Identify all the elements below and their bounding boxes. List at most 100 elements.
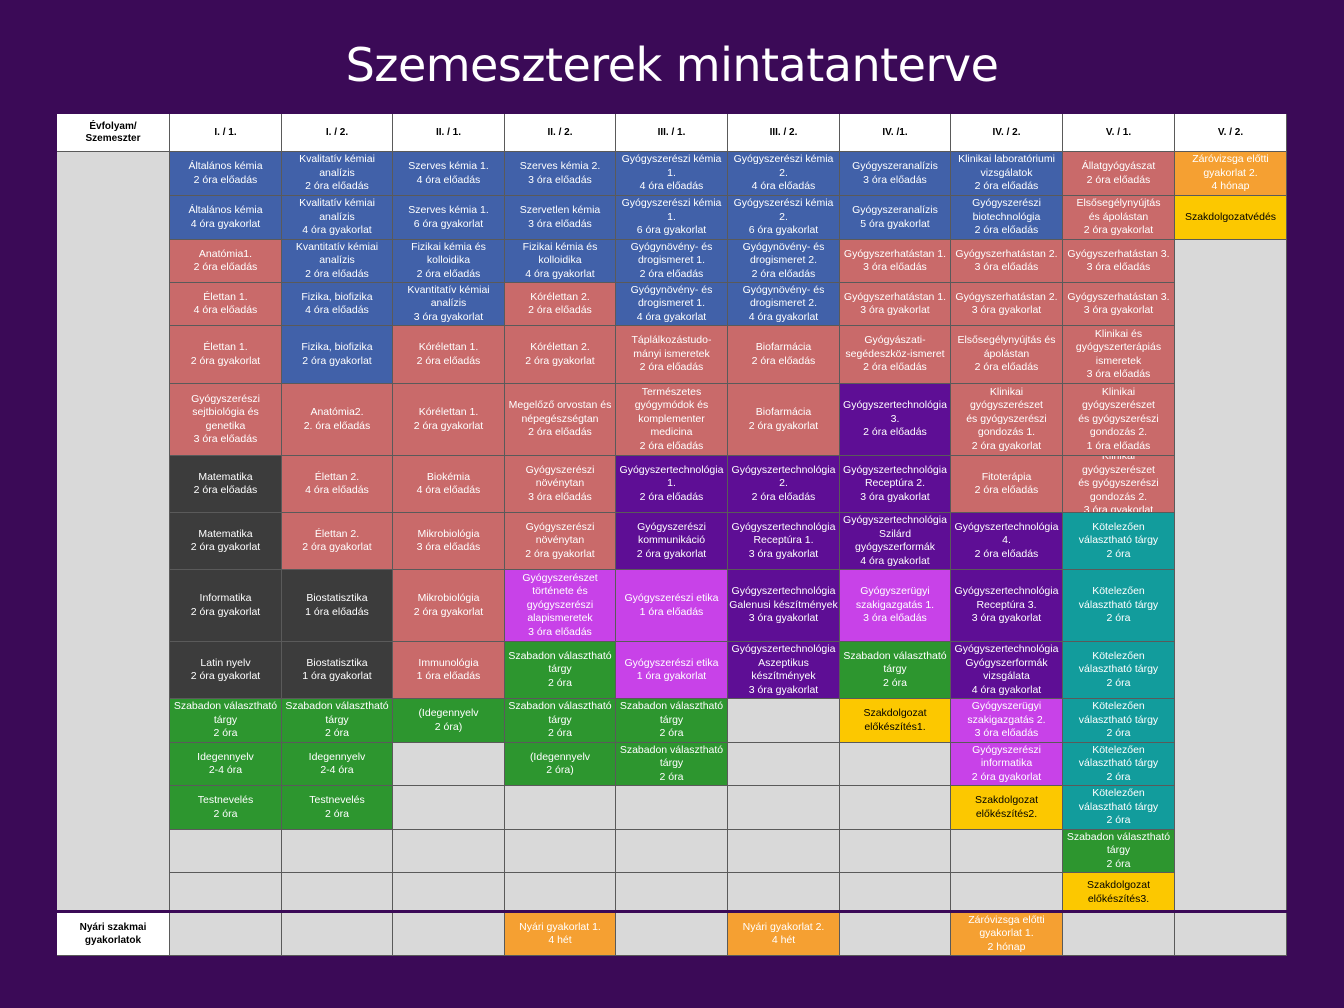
course-cell: Testnevelés 2 óra bbox=[282, 786, 393, 830]
course-cell: Szabadon választható tárgy 2 óra bbox=[1063, 830, 1175, 873]
course-cell: Biofarmácia 2 óra gyakorlat bbox=[728, 384, 840, 456]
course-cell: Gyógyszerészi etika 1 óra gyakorlat bbox=[616, 642, 728, 699]
course-cell: Gyógyszertechnológia 3. 2 óra előadás bbox=[840, 384, 951, 456]
course-cell: Szabadon választható tárgy 2 óra bbox=[616, 743, 728, 786]
empty-cell bbox=[282, 873, 393, 913]
course-cell: Szabadon választható tárgy 2 óra bbox=[282, 699, 393, 743]
course-cell: Kórélettan 2. 2 óra előadás bbox=[505, 283, 616, 326]
course-cell: Gyógyszertechnológia 4. 2 óra előadás bbox=[951, 513, 1063, 570]
course-cell: Mikrobiológia 3 óra előadás bbox=[393, 513, 505, 570]
course-cell: Szabadon választható tárgy 2 óra bbox=[840, 642, 951, 699]
course-cell: Gyógyszerészi növénytan 2 óra gyakorlat bbox=[505, 513, 616, 570]
empty-cell bbox=[840, 786, 951, 830]
course-cell: Gyógyszertechnológia Gyógyszerformák viz… bbox=[951, 642, 1063, 699]
course-cell: Gyógynövény- és drogismeret 2. 2 óra elő… bbox=[728, 240, 840, 283]
course-cell: Gyógyászati- segédeszköz-ismeret 2 óra e… bbox=[840, 326, 951, 384]
course-cell: Kötelezően választható tárgy 2 óra bbox=[1063, 786, 1175, 830]
course-cell: Szakdolgozat előkészítés1. bbox=[840, 699, 951, 743]
page-title: Szemeszterek mintatanterve bbox=[345, 38, 999, 92]
course-cell: Szerves kémia 1. 6 óra gyakorlat bbox=[393, 196, 505, 240]
course-cell: Matematika 2 óra előadás bbox=[170, 456, 282, 513]
course-cell: Szakdolgozatvédés bbox=[1175, 196, 1287, 240]
course-cell: Kötelezően választható tárgy 2 óra bbox=[1063, 743, 1175, 786]
course-cell: Gyógyszertechnológia Szilárd gyógyszerfo… bbox=[840, 513, 951, 570]
empty-cell bbox=[393, 913, 505, 956]
course-cell: Fizika, biofizika 4 óra előadás bbox=[282, 283, 393, 326]
course-cell: Táplálkozástudo- mányi ismeretek 2 óra e… bbox=[616, 326, 728, 384]
course-cell: Klinikai gyógyszerészet és gyógyszerészi… bbox=[1063, 384, 1175, 456]
course-cell: (Idegennyelv 2 óra) bbox=[393, 699, 505, 743]
course-cell: Idegennyelv 2-4 óra bbox=[170, 743, 282, 786]
empty-cell bbox=[728, 743, 840, 786]
course-cell: Szakdolgozat előkészítés2. bbox=[951, 786, 1063, 830]
course-cell: Latin nyelv 2 óra gyakorlat bbox=[170, 642, 282, 699]
course-cell: Kötelezően választható tárgy 2 óra bbox=[1063, 699, 1175, 743]
course-cell: Gyógyszerhatástan 1. 3 óra előadás bbox=[840, 240, 951, 283]
course-cell: Gyógyszerészi kémia 2. 6 óra gyakorlat bbox=[728, 196, 840, 240]
empty-cell bbox=[728, 873, 840, 913]
empty-cell bbox=[616, 873, 728, 913]
empty-cell bbox=[728, 699, 840, 743]
course-cell: Állatgyógyászat 2 óra előadás bbox=[1063, 152, 1175, 196]
course-cell: Gyógyszerhatástan 2. 3 óra előadás bbox=[951, 240, 1063, 283]
course-cell: Fizika, biofizika 2 óra gyakorlat bbox=[282, 326, 393, 384]
course-cell: Biostatisztika 1 óra gyakorlat bbox=[282, 642, 393, 699]
course-cell: Kvalitatív kémiai analízis 2 óra előadás bbox=[282, 152, 393, 196]
table-separator bbox=[57, 910, 1287, 913]
course-cell: Élettan 2. 2 óra gyakorlat bbox=[282, 513, 393, 570]
empty-cell bbox=[951, 830, 1063, 873]
empty-cell bbox=[282, 913, 393, 956]
course-cell: Informatika 2 óra gyakorlat bbox=[170, 570, 282, 642]
summer-row-label: Nyári szakmai gyakorlatok bbox=[57, 913, 170, 956]
course-cell: Biostatisztika 1 óra előadás bbox=[282, 570, 393, 642]
header-semester: V. / 1. bbox=[1063, 114, 1175, 152]
header-semester: V. / 2. bbox=[1175, 114, 1287, 152]
empty-cell bbox=[393, 786, 505, 830]
course-cell: Szerves kémia 1. 4 óra előadás bbox=[393, 152, 505, 196]
course-cell: Immunológia 1 óra előadás bbox=[393, 642, 505, 699]
course-cell: Kötelezően választható tárgy 2 óra bbox=[1063, 513, 1175, 570]
course-cell: Gyógyszerészi sejtbiológia és genetika 3… bbox=[170, 384, 282, 456]
header-semester: IV. /1. bbox=[840, 114, 951, 152]
course-cell: Általános kémia 2 óra előadás bbox=[170, 152, 282, 196]
empty-cell bbox=[840, 743, 951, 786]
course-cell: Matematika 2 óra gyakorlat bbox=[170, 513, 282, 570]
course-cell: Mikrobiológia 2 óra gyakorlat bbox=[393, 570, 505, 642]
empty-cell bbox=[840, 830, 951, 873]
empty-cell bbox=[170, 873, 282, 913]
course-cell: Gyógyszerészet története és gyógyszerész… bbox=[505, 570, 616, 642]
course-cell: Gyógyszerhatástan 1. 3 óra gyakorlat bbox=[840, 283, 951, 326]
course-cell: Gyógyszerügyi szakigazgatás 1. 3 óra elő… bbox=[840, 570, 951, 642]
course-cell: Élettan 1. 2 óra gyakorlat bbox=[170, 326, 282, 384]
course-cell: Természetes gyógymódok és komplementer m… bbox=[616, 384, 728, 456]
empty-cell bbox=[505, 873, 616, 913]
course-cell: Klinikai laboratóriumi vizsgálatok 2 óra… bbox=[951, 152, 1063, 196]
course-cell: Gyógyszerhatástan 2. 3 óra gyakorlat bbox=[951, 283, 1063, 326]
header-semester: II. / 2. bbox=[505, 114, 616, 152]
course-cell: Kötelezően választható tárgy 2 óra bbox=[1063, 642, 1175, 699]
course-cell: Testnevelés 2 óra bbox=[170, 786, 282, 830]
empty-cell bbox=[616, 913, 728, 956]
course-cell: Gyógyszerészi kémia 1. 4 óra előadás bbox=[616, 152, 728, 196]
empty-cell bbox=[951, 873, 1063, 913]
course-cell: Gyógyszertechnológia Galenusi készítmény… bbox=[728, 570, 840, 642]
course-cell: Fitoterápia 2 óra előadás bbox=[951, 456, 1063, 513]
course-cell: Záróvizsga előtti gyakorlat 2. 4 hónap bbox=[1175, 152, 1287, 196]
empty-cell bbox=[1063, 913, 1175, 956]
course-cell: Klinikai gyógyszerészet és gyógyszerészi… bbox=[1063, 456, 1175, 513]
empty-cell bbox=[728, 830, 840, 873]
course-cell: (Idegennyelv 2 óra) bbox=[505, 743, 616, 786]
header-semester: I. / 1. bbox=[170, 114, 282, 152]
course-cell: Kvalitatív kémiai analízis 4 óra gyakorl… bbox=[282, 196, 393, 240]
course-cell: Gyógyszerügyi szakigazgatás 2. 3 óra elő… bbox=[951, 699, 1063, 743]
course-cell: Fizikai kémia és kolloidika 2 óra előadá… bbox=[393, 240, 505, 283]
course-cell: Gyógyszerészi kémia 2. 4 óra előadás bbox=[728, 152, 840, 196]
empty-cell bbox=[616, 830, 728, 873]
course-cell: Kórélettan 1. 2 óra előadás bbox=[393, 326, 505, 384]
empty-cell bbox=[393, 830, 505, 873]
summer-practice-cell: Záróvizsga előtti gyakorlat 1. 2 hónap bbox=[951, 913, 1063, 956]
empty-cell bbox=[282, 830, 393, 873]
course-cell: Szakdolgozat előkészítés3. bbox=[1063, 873, 1175, 913]
empty-cell bbox=[393, 873, 505, 913]
empty-cell bbox=[728, 786, 840, 830]
